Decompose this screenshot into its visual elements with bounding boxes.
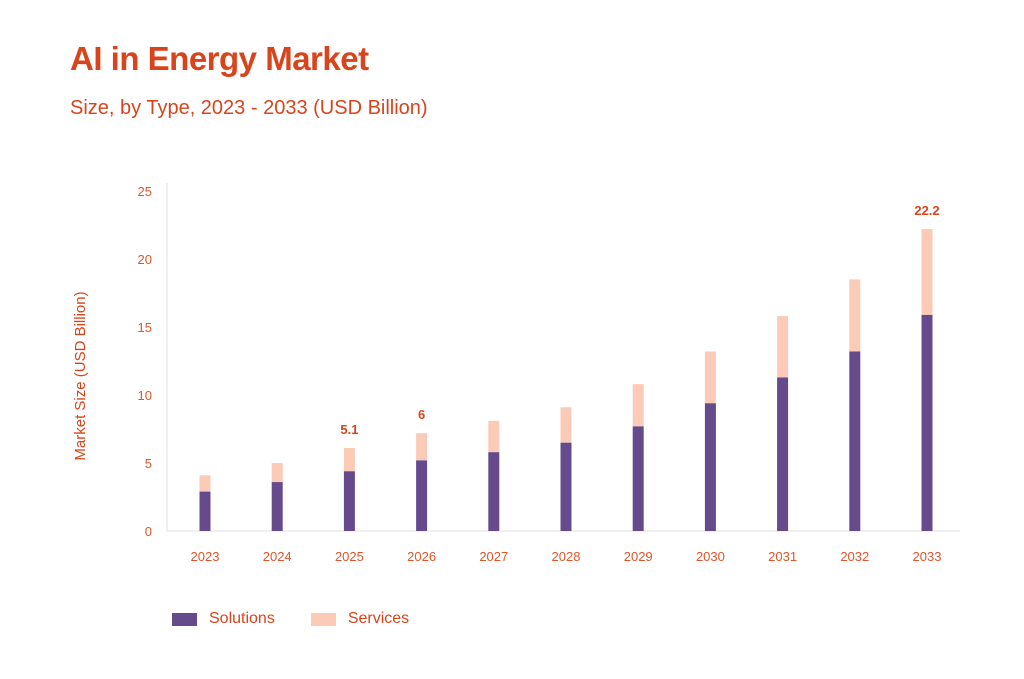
bar-solutions-2028 <box>560 442 572 531</box>
bar-services-2031 <box>777 316 789 378</box>
data-label-2026: 6 <box>418 407 425 422</box>
x-tick-label: 2025 <box>335 549 364 564</box>
bar-solutions-2032 <box>849 351 861 531</box>
bar-services-2028 <box>560 407 572 443</box>
legend-label-services: Services <box>347 610 410 627</box>
bar-services-2027 <box>488 420 500 453</box>
x-tick-label: 2027 <box>479 549 508 564</box>
x-tick-label: 2023 <box>191 549 220 564</box>
bar-solutions-2033 <box>921 314 933 531</box>
x-tick-label: 2024 <box>263 549 292 564</box>
data-label-2033: 22.2 <box>914 203 939 218</box>
y-axis-label: Market Size (USD Billion) <box>72 291 89 460</box>
bar-solutions-2024 <box>271 482 283 531</box>
x-tick-label: 2032 <box>840 549 869 564</box>
bar-services-2023 <box>199 475 211 492</box>
bar-services-2029 <box>632 384 644 427</box>
x-tick-label: 2030 <box>696 549 725 564</box>
bar-services-2030 <box>704 351 716 404</box>
bar-services-2024 <box>271 463 283 483</box>
x-tick-label: 2026 <box>407 549 436 564</box>
legend-item-solutions: Solutions <box>172 610 275 628</box>
legend-label-solutions: Solutions <box>209 610 275 627</box>
bar-solutions-2031 <box>777 377 789 531</box>
y-tick-label: 25 <box>138 184 152 199</box>
bar-solutions-2027 <box>488 452 500 531</box>
legend-swatch-services <box>310 612 336 626</box>
y-tick-label: 20 <box>138 252 152 267</box>
legend-item-services: Services <box>310 610 410 628</box>
bar-services-2032 <box>849 279 861 352</box>
x-tick-label: 2031 <box>768 549 797 564</box>
bar-services-2025 <box>343 448 355 472</box>
chart-title: AI in Energy Market <box>70 40 369 77</box>
y-tick-label: 10 <box>138 388 152 403</box>
y-tick-label: 5 <box>145 456 152 471</box>
y-tick-label: 15 <box>138 320 152 335</box>
bar-services-2033 <box>921 229 933 315</box>
bar-services-2026 <box>416 433 428 461</box>
bar-solutions-2029 <box>632 426 644 531</box>
bar-solutions-2023 <box>199 491 211 531</box>
legend: Solutions Services <box>172 610 409 628</box>
bar-solutions-2026 <box>416 460 428 531</box>
bar-solutions-2025 <box>343 471 355 531</box>
data-label-2025: 5.1 <box>340 422 358 437</box>
legend-swatch-solutions <box>172 612 197 626</box>
y-tick-label: 0 <box>145 524 152 539</box>
bar-solutions-2030 <box>704 403 716 531</box>
chart-subtitle: Size, by Type, 2023 - 2033 (USD Billion) <box>70 97 428 119</box>
x-tick-label: 2033 <box>913 549 942 564</box>
x-tick-label: 2028 <box>552 549 581 564</box>
x-tick-label: 2029 <box>624 549 653 564</box>
